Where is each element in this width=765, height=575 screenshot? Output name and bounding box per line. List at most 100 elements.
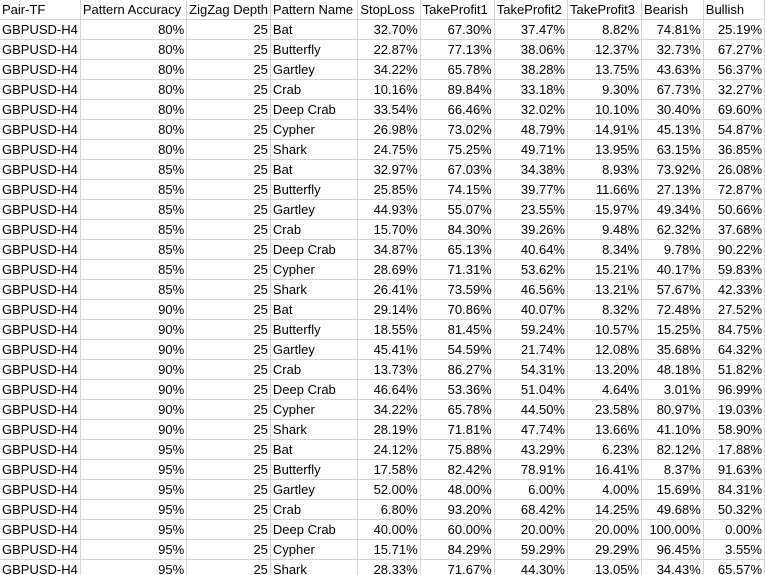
cell[interactable]: 49.68% <box>641 499 704 520</box>
cell[interactable]: 84.30% <box>420 219 495 240</box>
cell[interactable]: 71.67% <box>420 559 495 575</box>
cell[interactable]: 100.00% <box>641 519 704 540</box>
cell[interactable]: 46.56% <box>494 279 568 300</box>
cell[interactable]: 38.06% <box>494 39 568 60</box>
cell[interactable]: GBPUSD-H4 <box>0 519 81 540</box>
cell[interactable]: 26.08% <box>703 159 765 180</box>
cell[interactable]: GBPUSD-H4 <box>0 119 81 140</box>
cell[interactable]: 95% <box>80 439 188 460</box>
cell[interactable]: Cypher <box>270 119 359 140</box>
cell[interactable]: 90% <box>80 399 188 420</box>
cell[interactable]: 80% <box>80 79 188 100</box>
cell[interactable]: 14.25% <box>567 499 643 520</box>
cell[interactable]: 25 <box>186 239 271 260</box>
cell[interactable]: 25.19% <box>703 19 765 40</box>
cell[interactable]: 53.36% <box>420 379 495 400</box>
cell[interactable]: GBPUSD-H4 <box>0 299 81 320</box>
cell[interactable]: GBPUSD-H4 <box>0 439 81 460</box>
cell[interactable]: 25 <box>186 339 271 360</box>
cell[interactable]: 24.75% <box>357 139 421 160</box>
cell[interactable]: 25 <box>186 99 271 120</box>
cell[interactable]: 53.62% <box>494 259 568 280</box>
cell[interactable]: GBPUSD-H4 <box>0 339 81 360</box>
cell[interactable]: 95% <box>80 479 188 500</box>
cell[interactable]: 64.32% <box>703 339 765 360</box>
cell[interactable]: 6.23% <box>567 439 643 460</box>
cell[interactable]: 8.37% <box>641 459 704 480</box>
cell[interactable]: 25 <box>186 159 271 180</box>
cell[interactable]: 34.43% <box>641 559 704 575</box>
cell[interactable]: 8.93% <box>567 159 643 180</box>
cell[interactable]: 90% <box>80 339 188 360</box>
cell[interactable]: 37.68% <box>703 219 765 240</box>
cell[interactable]: 25 <box>186 559 271 575</box>
cell[interactable]: 95% <box>80 539 188 560</box>
cell[interactable]: GBPUSD-H4 <box>0 319 81 340</box>
cell[interactable]: 32.27% <box>703 79 765 100</box>
cell[interactable]: 40.64% <box>494 239 568 260</box>
cell[interactable]: 95% <box>80 559 188 575</box>
cell[interactable]: 42.33% <box>703 279 765 300</box>
cell[interactable]: Crab <box>270 79 359 100</box>
cell[interactable]: 84.31% <box>703 479 765 500</box>
cell[interactable]: 25 <box>186 59 271 80</box>
cell[interactable]: GBPUSD-H4 <box>0 219 81 240</box>
cell[interactable]: 78.91% <box>494 459 568 480</box>
cell[interactable]: 59.24% <box>494 319 568 340</box>
cell[interactable]: 49.71% <box>494 139 568 160</box>
cell[interactable]: 32.02% <box>494 99 568 120</box>
cell[interactable]: Butterfly <box>270 459 359 480</box>
cell[interactable]: 59.29% <box>494 539 568 560</box>
cell[interactable]: 25 <box>186 19 271 40</box>
cell[interactable]: 84.29% <box>420 539 495 560</box>
cell[interactable]: 40.00% <box>357 519 421 540</box>
cell[interactable]: 8.82% <box>567 19 643 40</box>
cell[interactable]: Bat <box>270 19 359 40</box>
cell[interactable]: 9.30% <box>567 79 643 100</box>
cell[interactable]: Deep Crab <box>270 379 359 400</box>
cell[interactable]: 46.64% <box>357 379 421 400</box>
cell[interactable]: 25 <box>186 459 271 480</box>
cell[interactable]: GBPUSD-H4 <box>0 79 81 100</box>
cell[interactable]: 25 <box>186 139 271 160</box>
cell[interactable]: 54.87% <box>703 119 765 140</box>
cell[interactable]: 72.48% <box>641 299 704 320</box>
cell[interactable]: 81.45% <box>420 319 495 340</box>
cell[interactable]: 70.86% <box>420 299 495 320</box>
cell[interactable]: 75.25% <box>420 139 495 160</box>
cell[interactable]: 96.99% <box>703 379 765 400</box>
header-cell[interactable]: Pair-TF <box>0 0 81 20</box>
cell[interactable]: Shark <box>270 139 359 160</box>
cell[interactable]: 59.83% <box>703 259 765 280</box>
cell[interactable]: 33.18% <box>494 79 568 100</box>
cell[interactable]: Gartley <box>270 479 359 500</box>
cell[interactable]: 48.79% <box>494 119 568 140</box>
cell[interactable]: 85% <box>80 159 188 180</box>
cell[interactable]: 6.80% <box>357 499 421 520</box>
cell[interactable]: Butterfly <box>270 39 359 60</box>
cell[interactable]: Butterfly <box>270 179 359 200</box>
cell[interactable]: 13.75% <box>567 59 643 80</box>
cell[interactable]: 71.81% <box>420 419 495 440</box>
cell[interactable]: 93.20% <box>420 499 495 520</box>
cell[interactable]: 16.41% <box>567 459 643 480</box>
cell[interactable]: 4.64% <box>567 379 643 400</box>
cell[interactable]: 0.00% <box>703 519 765 540</box>
cell[interactable]: 44.50% <box>494 399 568 420</box>
cell[interactable]: 73.59% <box>420 279 495 300</box>
cell[interactable]: 55.07% <box>420 199 495 220</box>
cell[interactable]: Gartley <box>270 59 359 80</box>
cell[interactable]: GBPUSD-H4 <box>0 199 81 220</box>
cell[interactable]: 25 <box>186 119 271 140</box>
cell[interactable]: 26.98% <box>357 119 421 140</box>
cell[interactable]: 71.31% <box>420 259 495 280</box>
cell[interactable]: 25 <box>186 79 271 100</box>
cell[interactable]: 54.59% <box>420 339 495 360</box>
cell[interactable]: Crab <box>270 219 359 240</box>
cell[interactable]: 90% <box>80 419 188 440</box>
cell[interactable]: 32.97% <box>357 159 421 180</box>
cell[interactable]: GBPUSD-H4 <box>0 239 81 260</box>
cell[interactable]: 45.41% <box>357 339 421 360</box>
cell[interactable]: 25.85% <box>357 179 421 200</box>
cell[interactable]: 82.12% <box>641 439 704 460</box>
